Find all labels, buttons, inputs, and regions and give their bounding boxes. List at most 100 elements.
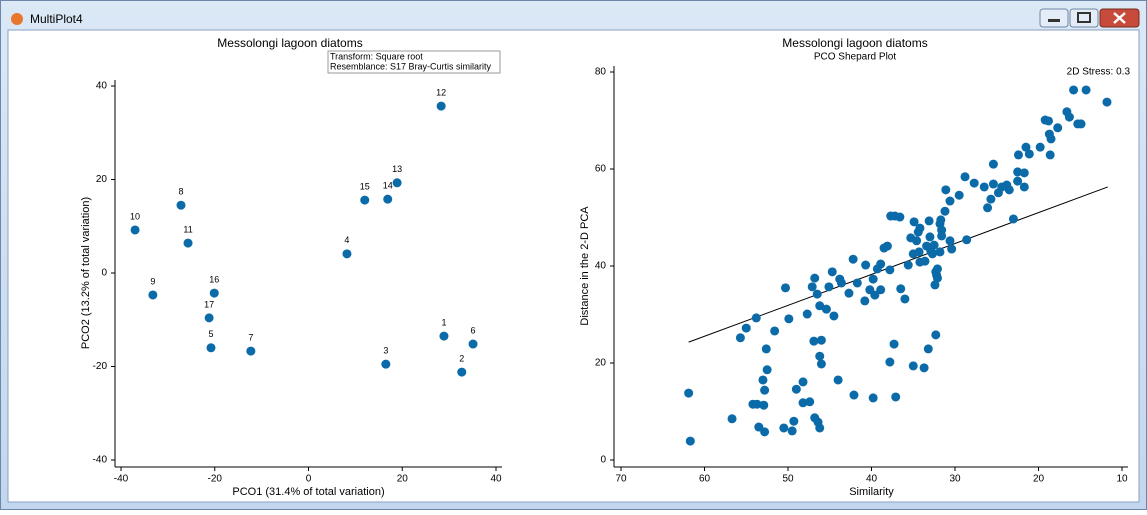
data-point bbox=[815, 351, 825, 361]
data-point bbox=[209, 288, 219, 298]
data-point bbox=[727, 414, 737, 424]
y-tick-label: 0 bbox=[600, 455, 606, 466]
data-point bbox=[752, 399, 762, 409]
data-point bbox=[937, 231, 947, 241]
data-point bbox=[931, 330, 941, 340]
data-point bbox=[903, 260, 913, 270]
data-point bbox=[962, 235, 972, 245]
data-point bbox=[457, 367, 467, 377]
data-point bbox=[930, 280, 940, 290]
data-point bbox=[684, 388, 694, 398]
annotation: Transform: Square root bbox=[330, 51, 423, 61]
data-point bbox=[789, 416, 799, 426]
data-point bbox=[787, 426, 797, 436]
data-point bbox=[824, 282, 834, 292]
data-point bbox=[436, 101, 446, 111]
minimize-icon bbox=[1048, 19, 1060, 22]
data-point bbox=[941, 185, 951, 195]
data-point bbox=[805, 397, 815, 407]
data-point bbox=[927, 249, 937, 259]
data-point bbox=[868, 274, 878, 284]
data-point bbox=[130, 225, 140, 235]
x-tick-label: 20 bbox=[1033, 474, 1045, 485]
y-tick-label: 40 bbox=[595, 261, 607, 272]
data-point bbox=[802, 309, 812, 319]
data-point bbox=[932, 273, 942, 283]
data-point bbox=[1064, 112, 1074, 122]
data-point bbox=[925, 232, 935, 242]
y-tick-label: 0 bbox=[101, 268, 107, 279]
data-point bbox=[919, 363, 929, 373]
data-point bbox=[821, 304, 831, 314]
data-point bbox=[979, 182, 989, 192]
data-point bbox=[1076, 119, 1086, 129]
data-point bbox=[940, 206, 950, 216]
data-point bbox=[779, 423, 789, 433]
data-point bbox=[758, 375, 768, 385]
x-tick-label: 50 bbox=[782, 474, 794, 485]
data-point bbox=[885, 357, 895, 367]
chart-title: Messolongi lagoon diatoms bbox=[782, 36, 927, 50]
point-label: 11 bbox=[183, 224, 192, 234]
point-label: 3 bbox=[383, 346, 388, 356]
data-point bbox=[812, 289, 822, 299]
data-point bbox=[762, 365, 772, 375]
data-point bbox=[983, 203, 993, 213]
data-point bbox=[988, 159, 998, 169]
data-point bbox=[1013, 150, 1023, 160]
minimize-button[interactable] bbox=[1039, 8, 1069, 28]
x-tick-label: 10 bbox=[1116, 474, 1128, 485]
data-point bbox=[929, 240, 939, 250]
data-point bbox=[923, 344, 933, 354]
data-point bbox=[685, 436, 695, 446]
data-point bbox=[1024, 149, 1034, 159]
point-label: 16 bbox=[209, 274, 219, 284]
data-point bbox=[1021, 142, 1031, 152]
data-point bbox=[751, 313, 761, 323]
x-tick-label: 70 bbox=[615, 474, 627, 485]
point-label: 15 bbox=[360, 181, 370, 191]
data-point bbox=[876, 259, 886, 269]
data-point bbox=[816, 359, 826, 369]
point-label: 6 bbox=[471, 325, 476, 335]
data-point bbox=[885, 265, 895, 275]
y-axis-label: PCO2 (13.2% of total variation) bbox=[80, 197, 92, 349]
data-point bbox=[860, 296, 870, 306]
data-point bbox=[1013, 176, 1023, 186]
x-tick-label: 40 bbox=[866, 474, 878, 485]
annotation-box bbox=[327, 50, 501, 74]
data-point bbox=[947, 244, 957, 254]
point-label: 13 bbox=[392, 164, 402, 174]
data-point bbox=[360, 195, 370, 205]
point-label: 2 bbox=[459, 353, 464, 363]
data-point bbox=[909, 217, 919, 227]
data-point bbox=[954, 190, 964, 200]
data-point bbox=[908, 361, 918, 371]
y-axis-label: Distance in the 2-D PCA bbox=[579, 206, 591, 326]
close-icon bbox=[1113, 12, 1126, 24]
point-label: 9 bbox=[150, 276, 155, 286]
point-label: 7 bbox=[248, 332, 253, 342]
data-point bbox=[861, 260, 871, 270]
data-point bbox=[924, 216, 934, 226]
data-point bbox=[1102, 97, 1112, 107]
x-tick-label: -20 bbox=[208, 474, 223, 485]
annotation: 2D Stress: 0.3 bbox=[1067, 67, 1131, 78]
data-point bbox=[760, 385, 770, 395]
data-point bbox=[1019, 168, 1029, 178]
data-point bbox=[1081, 85, 1091, 95]
maximize-button[interactable] bbox=[1069, 8, 1099, 28]
x-axis-label: Similarity bbox=[849, 486, 894, 498]
chart-title: Messolongi lagoon diatoms bbox=[217, 36, 362, 50]
y-tick-label: 20 bbox=[595, 358, 607, 369]
x-tick-label: 40 bbox=[490, 474, 502, 485]
data-point bbox=[791, 384, 801, 394]
window-title: MultiPlot4 bbox=[30, 12, 83, 26]
data-point bbox=[836, 278, 846, 288]
data-point bbox=[815, 301, 825, 311]
data-point bbox=[986, 194, 996, 204]
data-point bbox=[1008, 214, 1018, 224]
data-point bbox=[945, 236, 955, 246]
